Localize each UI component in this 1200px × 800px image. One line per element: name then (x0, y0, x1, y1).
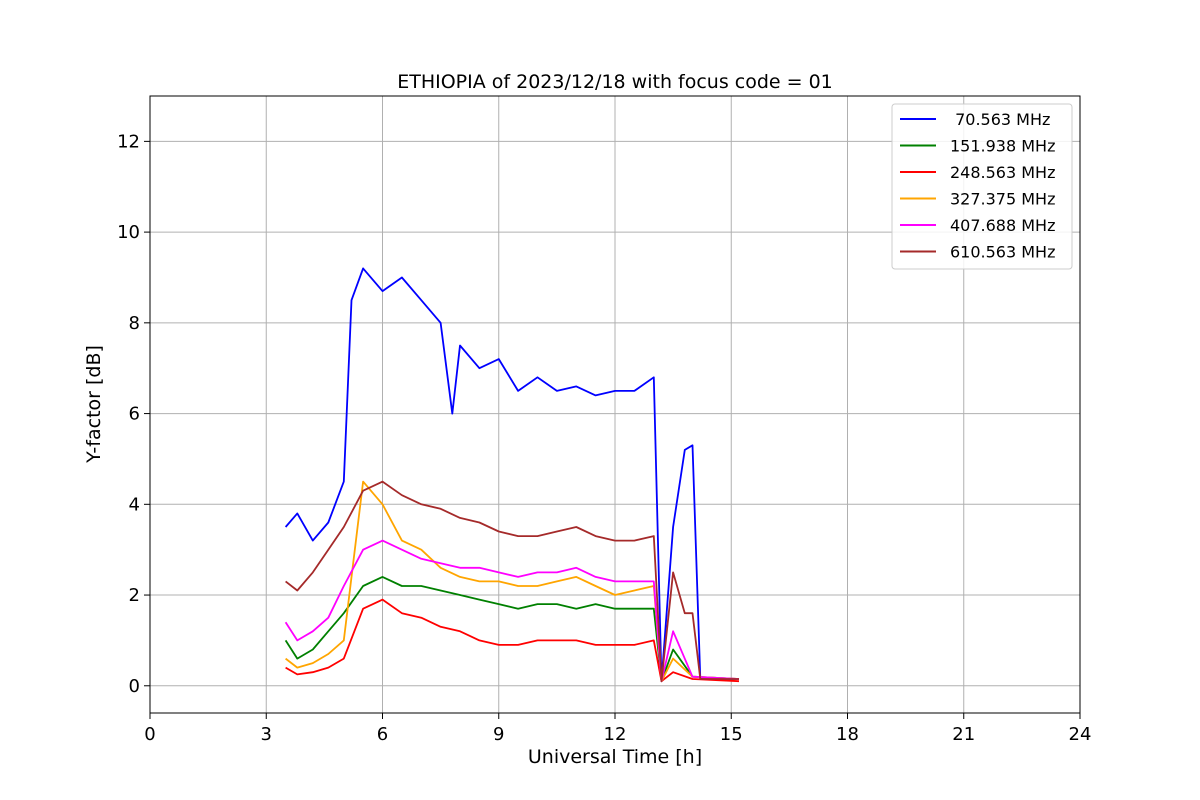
y-tick-label: 0 (129, 676, 140, 697)
y-axis: 0 2 4 6 8 10 12 (117, 131, 150, 697)
series-line-1 (284, 576, 740, 683)
x-tick-label: 18 (836, 724, 859, 745)
legend-label-5: 610.563 MHz (950, 243, 1055, 262)
x-axis: 0 3 6 9 12 15 18 21 24 (144, 713, 1091, 745)
series-line-4 (284, 539, 740, 683)
y-tick-label: 8 (129, 313, 140, 334)
x-tick-label: 21 (952, 724, 975, 745)
y-tick-label: 10 (117, 222, 140, 243)
x-tick-label: 3 (261, 724, 272, 745)
x-tick-label: 15 (720, 724, 743, 745)
chart-title: ETHIOPIA of 2023/12/18 with focus code =… (397, 71, 833, 93)
legend-label-2: 248.563 MHz (950, 163, 1055, 182)
x-tick-label: 12 (604, 724, 627, 745)
y-tick-label: 4 (129, 494, 140, 515)
x-axis-label: Universal Time [h] (528, 746, 702, 768)
x-tick-label: 9 (493, 724, 504, 745)
legend-box (891, 103, 1073, 270)
legend: 70.563 MHz 151.938 MHz 248.563 MHz 327.375 … (891, 103, 1073, 270)
series-line-5 (285, 480, 739, 683)
x-tick-label: 0 (144, 724, 155, 745)
x-tick-label: 6 (377, 724, 388, 745)
series-group (284, 267, 740, 683)
y-axis-label: Y-factor [dB] (83, 345, 105, 464)
y-tick-label: 6 (129, 404, 140, 425)
y-tick-label: 2 (129, 585, 140, 606)
series-line-0 (284, 267, 739, 683)
y-tick-label: 12 (117, 131, 140, 152)
legend-label-0: 70.563 MHz (950, 110, 1050, 129)
legend-label-1: 151.938 MHz (950, 137, 1055, 156)
legend-label-4: 407.688 MHz (950, 216, 1055, 235)
series-line-2 (285, 598, 740, 683)
legend-label-3: 327.375 MHz (950, 190, 1055, 209)
x-tick-label: 24 (1069, 724, 1092, 745)
